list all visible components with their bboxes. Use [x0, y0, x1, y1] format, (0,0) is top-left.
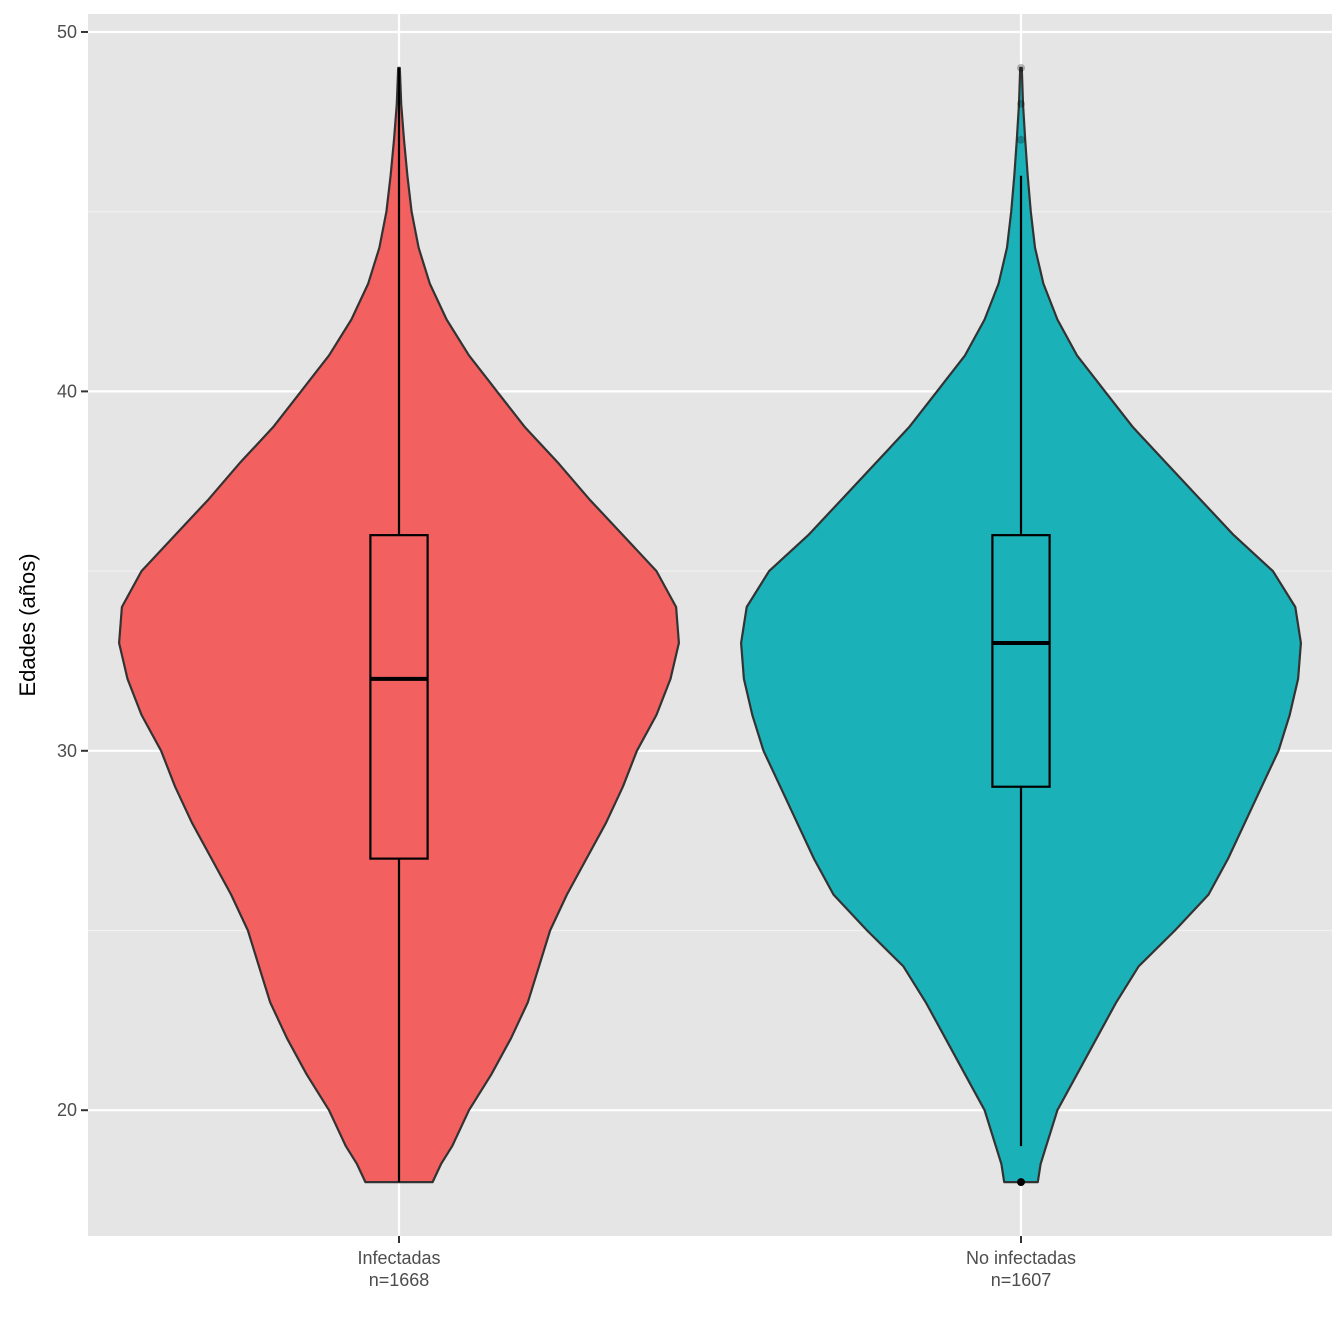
x-tick-label-count: n=1668: [369, 1270, 430, 1290]
box-iqr: [991, 534, 1051, 788]
outlier-point: [1017, 1178, 1025, 1187]
x-tick-label-name: Infectadas: [357, 1248, 440, 1268]
x-tick-label-count: n=1607: [991, 1270, 1052, 1290]
outlier-point: [1017, 135, 1025, 144]
y-axis: 20 30 40 50: [57, 22, 88, 1120]
outlier-point: [1017, 99, 1025, 108]
y-tick-label: 50: [57, 22, 77, 42]
boxplots: [369, 63, 1051, 1187]
outlier-point: [1017, 63, 1025, 72]
y-tick-label: 20: [57, 1100, 77, 1120]
y-tick-label: 30: [57, 741, 77, 761]
x-tick-label-name: No infectadas: [966, 1248, 1076, 1268]
y-axis-title: Edades (años): [15, 553, 40, 696]
y-tick-label: 40: [57, 381, 77, 401]
box-iqr: [369, 534, 429, 860]
